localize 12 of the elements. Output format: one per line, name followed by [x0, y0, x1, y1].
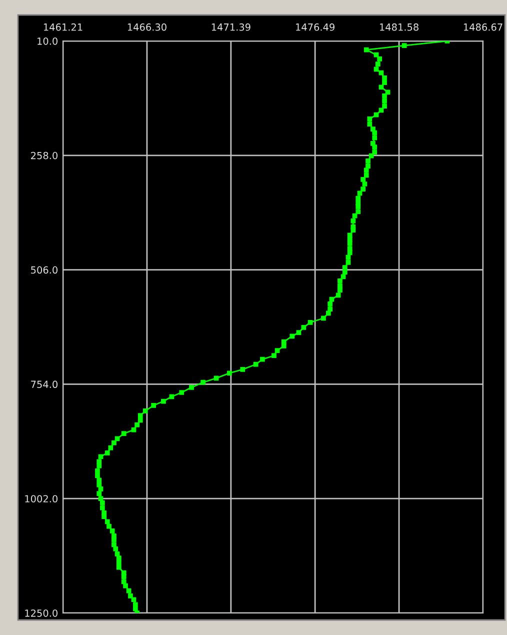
y-tick-label: 10.0: [38, 37, 58, 45]
x-tick-label: 1481.58: [380, 23, 418, 31]
x-tick-label: 1471.39: [212, 23, 250, 31]
x-tick-label: 1461.21: [44, 23, 82, 31]
y-tick-label: 258.0: [31, 152, 58, 160]
y-tick-label: 1250.0: [25, 609, 58, 617]
y-tick-label: 754.0: [31, 380, 58, 388]
y-tick-label: 506.0: [31, 266, 58, 274]
x-tick-label: 1466.30: [128, 23, 166, 31]
x-tick-label: 1476.49: [296, 23, 334, 31]
x-tick-label: 1486.67: [464, 23, 502, 31]
y-tick-label: 1002.0: [25, 495, 58, 502]
